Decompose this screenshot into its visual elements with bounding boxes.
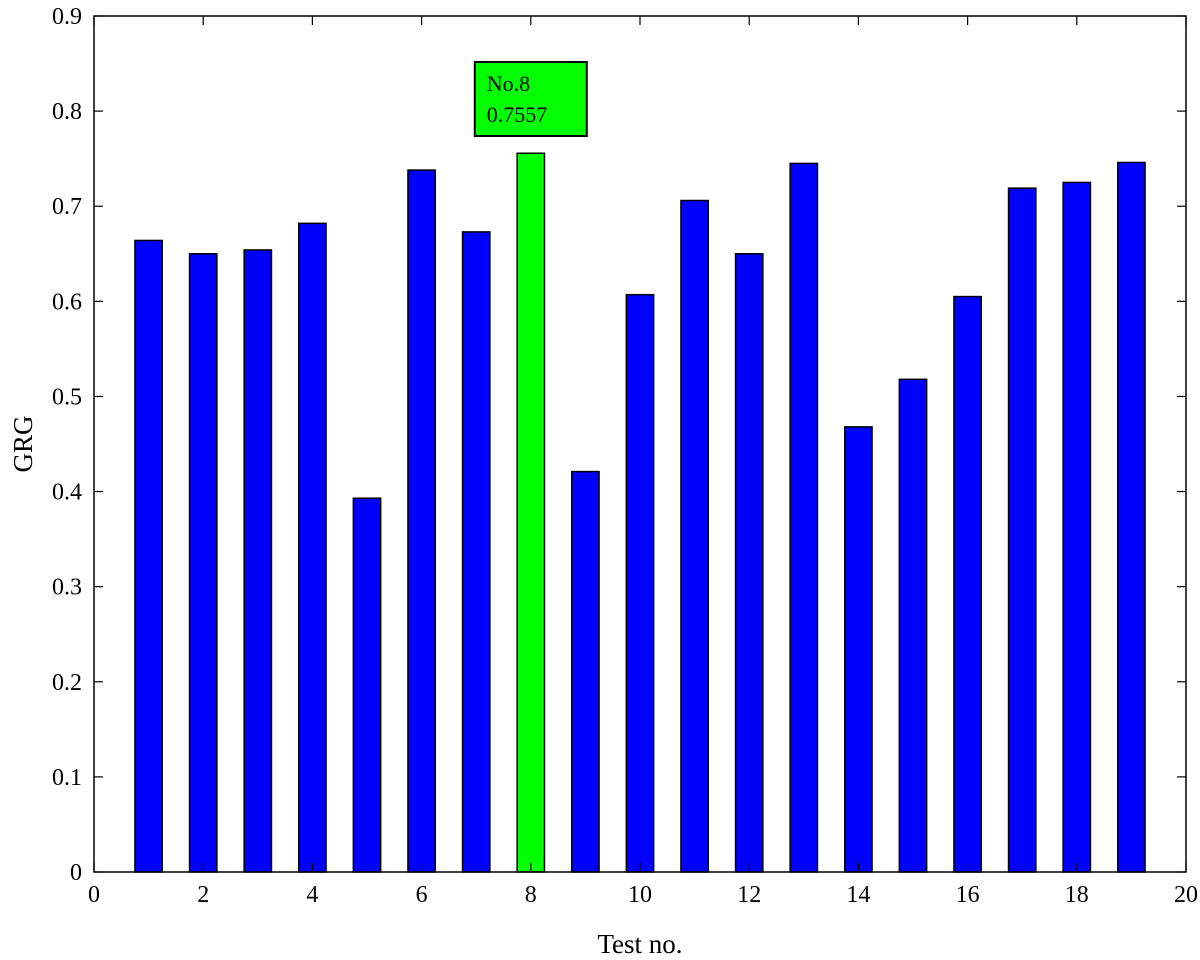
- y-tick-label: 0.1: [52, 765, 82, 791]
- bar-10: [625, 293, 655, 873]
- bar-annotation: No.8 0.7557: [473, 61, 588, 137]
- bar-4: [298, 222, 327, 873]
- bar-9: [571, 470, 600, 873]
- bar-16: [953, 295, 983, 873]
- annotation-value: 0.7557: [487, 102, 548, 127]
- bar-6: [407, 169, 437, 873]
- bar-5: [352, 497, 382, 873]
- x-tick-label: 4: [306, 882, 318, 908]
- bar-18: [1062, 181, 1092, 873]
- y-tick-label: 0.7: [52, 194, 82, 220]
- y-tick-label: 0.5: [52, 384, 82, 410]
- x-tick-label: 8: [525, 882, 537, 908]
- bar-3: [243, 249, 273, 873]
- x-tick-label: 14: [846, 882, 870, 908]
- bar-14: [844, 426, 873, 873]
- bar-13: [789, 162, 819, 873]
- annotation-box: [473, 61, 588, 137]
- bars-group: [134, 152, 1146, 873]
- bar-15: [898, 378, 928, 873]
- bar-1: [134, 239, 163, 873]
- y-tick-label: 0.4: [52, 480, 82, 506]
- bar-2: [188, 253, 218, 873]
- x-tick-label: 6: [416, 882, 428, 908]
- x-tick-label: 2: [197, 882, 209, 908]
- y-tick-label: 0.3: [52, 575, 82, 601]
- x-tick-label: 0: [88, 882, 100, 908]
- y-tick-label: 0.6: [52, 289, 82, 315]
- x-tick-label: 20: [1174, 882, 1198, 908]
- y-tick-label: 0.8: [52, 99, 82, 125]
- y-axis-title: GRG: [8, 415, 38, 472]
- annotation-label: No.8: [487, 71, 530, 96]
- bar-7: [461, 231, 491, 873]
- x-tick-labels: 0 2 4 6 8 10 12 14 16 18 20: [88, 882, 1198, 908]
- bar-highlighted-8: [516, 152, 546, 873]
- x-tick-label: 16: [956, 882, 980, 908]
- bar-11: [680, 199, 710, 873]
- ticks-group: [93, 15, 1187, 873]
- x-tick-label: 10: [628, 882, 652, 908]
- bar-17: [1007, 187, 1037, 873]
- y-tick-label: 0.9: [52, 4, 82, 30]
- x-axis-title: Test no.: [597, 929, 682, 959]
- bar-12: [734, 253, 764, 873]
- bar-19: [1117, 161, 1146, 873]
- y-tick-label: 0: [70, 860, 82, 886]
- y-tick-labels: 0 0.1 0.2 0.3 0.4 0.5 0.6 0.7 0.8 0.9: [52, 4, 82, 886]
- y-tick-label: 0.2: [52, 670, 82, 696]
- x-tick-label: 18: [1065, 882, 1089, 908]
- x-tick-label: 12: [737, 882, 761, 908]
